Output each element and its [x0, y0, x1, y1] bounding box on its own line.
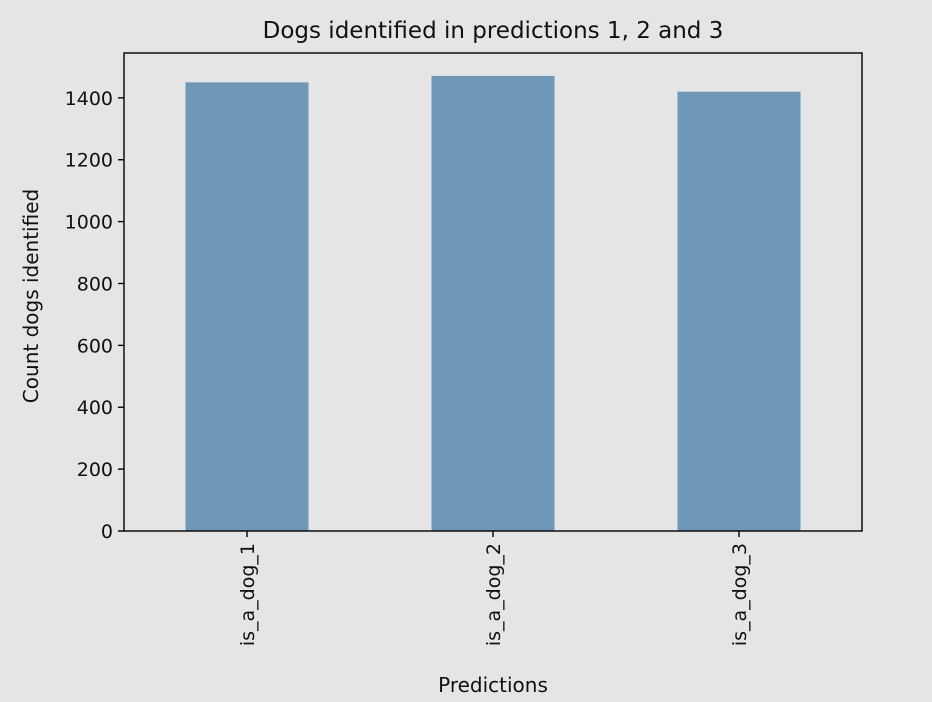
- x-tick-label-is_a_dog_3: is_a_dog_3: [729, 543, 751, 646]
- x-tick-label-is_a_dog_1: is_a_dog_1: [237, 543, 259, 646]
- x-axis-label: Predictions: [438, 673, 548, 697]
- y-tick-label: 200: [77, 459, 113, 481]
- chart-title: Dogs identified in predictions 1, 2 and …: [263, 18, 724, 44]
- y-tick-label: 600: [77, 335, 113, 357]
- bar-is_a_dog_1[interactable]: [185, 82, 309, 531]
- y-tick-label: 1400: [65, 88, 113, 110]
- bar-is_a_dog_2[interactable]: [431, 75, 555, 531]
- y-tick-label: 400: [77, 397, 113, 419]
- y-tick-label: 800: [77, 273, 113, 295]
- y-tick-label: 1200: [65, 150, 113, 172]
- y-tick-label: 0: [101, 521, 113, 543]
- y-axis-label: Count dogs identified: [19, 189, 43, 403]
- y-tick-label: 1000: [65, 212, 113, 234]
- bar-is_a_dog_3[interactable]: [677, 91, 801, 532]
- x-tick-label-is_a_dog_2: is_a_dog_2: [483, 543, 505, 646]
- plot-layer: 0 200 400 600 800 1000 1200 1400 is_a_dog_1 is_a_…: [65, 52, 863, 646]
